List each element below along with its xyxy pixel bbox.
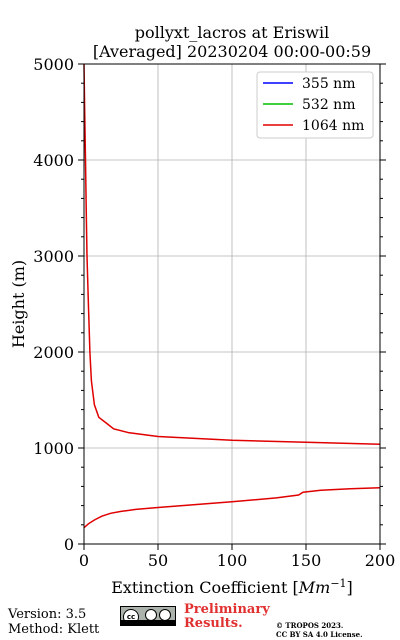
copyright-line2: CC BY SA 4.0 License.: [276, 630, 363, 639]
version-text: Version: 3.5: [8, 607, 87, 622]
x-axis-label: Extinction Coefficient [Mm−1]: [111, 577, 353, 597]
x-tick-label: 200: [365, 551, 396, 570]
legend-label: 1064 nm: [302, 118, 364, 134]
copyright-line1: © TROPOS 2023.: [276, 621, 344, 630]
plot-frame: [83, 63, 381, 545]
preliminary-line1: Preliminary: [184, 602, 270, 617]
legend-box: [256, 71, 374, 139]
x-tick-label: 100: [217, 551, 248, 570]
y-tick-label: 0: [64, 535, 74, 554]
series-line-1064-nm-upper: [83, 63, 381, 445]
data-series: [83, 63, 381, 529]
y-tick-label: 5000: [33, 55, 74, 74]
y-tick-label: 1000: [33, 439, 74, 458]
y-axis-label: Height (m): [9, 260, 28, 348]
legend-label: 532 nm: [302, 97, 355, 113]
legend-label: 355 nm: [302, 76, 355, 92]
series-line-1064-nm: [83, 487, 381, 529]
preliminary-line2: Results.: [184, 616, 243, 631]
x-tick-label: 50: [148, 551, 168, 570]
y-tick-label: 4000: [33, 151, 74, 170]
extinction-profile-chart: pollyxt_lacros at Eriswil [Averaged] 202…: [9, 23, 395, 597]
chart-title-line1: pollyxt_lacros at Eriswil: [135, 23, 329, 42]
cc-license-badge: cc: [120, 606, 176, 626]
y-tick-label: 2000: [33, 343, 74, 362]
x-tick-label: 0: [79, 551, 89, 570]
method-text: Method: Klett: [8, 622, 100, 637]
badge-strip: [121, 620, 175, 625]
chart-title-line2: [Averaged] 20230204 00:00-00:59: [93, 42, 371, 61]
legend: 355 nm 532 nm 1064 nm: [256, 71, 374, 139]
copyright-note: © TROPOS 2023. CC BY SA 4.0 License.: [276, 621, 363, 639]
x-tick-label: 150: [291, 551, 322, 570]
preliminary-results-note: Preliminary Results.: [184, 603, 270, 631]
y-tick-label: 3000: [33, 247, 74, 266]
